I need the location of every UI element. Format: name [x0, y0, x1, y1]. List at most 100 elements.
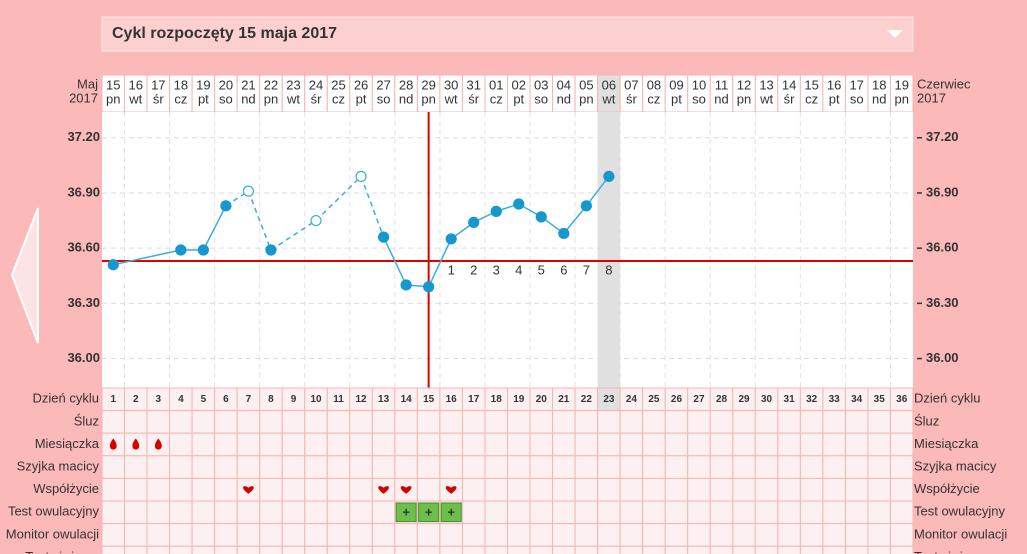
weekday-label: cz	[647, 91, 660, 106]
cycle-day: 15	[423, 394, 435, 405]
cell	[799, 523, 824, 547]
cell	[461, 455, 486, 479]
cycle-day: 23	[603, 394, 615, 405]
cycle-day: 34	[851, 394, 863, 405]
today-column	[597, 112, 621, 388]
row-label-right: Test ciążowy	[914, 549, 988, 554]
cycle-day: 9	[291, 394, 297, 405]
prev-cycle-arrow[interactable]	[10, 207, 39, 344]
weekday-label: wt	[759, 91, 773, 106]
cycle-day: 20	[536, 394, 548, 405]
row-label: Miesiączka	[35, 436, 100, 451]
cell	[507, 500, 531, 525]
cell	[822, 500, 846, 525]
weekday-label: so	[692, 91, 706, 106]
weekday-label: pt	[513, 91, 524, 106]
cell	[259, 432, 283, 457]
temp-segment	[382, 236, 407, 286]
cell	[597, 410, 621, 434]
cell	[732, 545, 756, 554]
cell	[799, 455, 824, 479]
cell	[349, 500, 373, 525]
cycle-day: 35	[874, 394, 886, 405]
cell	[619, 500, 644, 525]
intercourse-heart	[400, 486, 412, 494]
temp-point	[220, 200, 232, 212]
cell	[664, 432, 689, 457]
cell	[867, 477, 891, 502]
temp-point	[175, 244, 187, 256]
date-label: 10	[692, 77, 706, 92]
weekday-label: śr	[626, 91, 638, 106]
weekday-label: nd	[241, 91, 255, 106]
cycle-day: 1	[110, 394, 116, 405]
cell	[889, 477, 914, 502]
date-label: 30	[444, 77, 458, 92]
cell	[124, 523, 148, 547]
cell	[507, 410, 531, 434]
cell	[687, 545, 711, 554]
cycle-day: 21	[558, 394, 570, 405]
cycle-day: 4	[178, 394, 184, 405]
cell	[394, 455, 418, 479]
cell	[146, 410, 171, 434]
weekday-label: pt	[356, 91, 367, 106]
cell	[597, 432, 621, 457]
date-label: 18	[174, 77, 188, 92]
cell	[394, 432, 418, 457]
dropdown-arrow[interactable]	[887, 30, 903, 38]
cycle-day: 29	[738, 394, 750, 405]
cell	[642, 410, 666, 434]
cell	[371, 545, 396, 554]
cell	[867, 455, 891, 479]
luteal-day-label: 2	[470, 262, 477, 277]
date-label: 27	[376, 77, 390, 92]
cell	[304, 455, 328, 479]
cell	[371, 432, 396, 457]
cell	[799, 545, 824, 554]
cycle-day: 36	[896, 394, 908, 405]
cell	[461, 523, 486, 547]
cycle-day: 31	[784, 394, 796, 405]
cell	[484, 410, 509, 434]
cell	[169, 455, 193, 479]
cell	[754, 410, 779, 434]
cycle-day: 26	[671, 394, 683, 405]
date-label: 08	[647, 77, 661, 92]
cell	[236, 500, 261, 525]
cell	[709, 432, 734, 457]
cycle-day: 18	[491, 394, 503, 405]
luteal-day-label: 1	[448, 262, 455, 277]
cell	[326, 455, 351, 479]
cell	[642, 523, 666, 547]
cell	[687, 432, 711, 457]
cell	[507, 545, 531, 554]
weekday-label: wt	[286, 91, 300, 106]
cell	[371, 455, 396, 479]
cell	[349, 477, 373, 502]
cell	[889, 410, 914, 434]
cell	[529, 523, 554, 547]
cell	[664, 477, 689, 502]
cycle-dropdown[interactable]	[101, 16, 914, 52]
row-label-right: Monitor owulacji	[914, 526, 1007, 541]
date-label: 21	[241, 77, 255, 92]
cycle-day: 17	[468, 394, 480, 405]
temp-segment	[427, 238, 452, 288]
cell	[799, 410, 824, 434]
cell	[259, 523, 283, 547]
cycle-day: 16	[446, 394, 458, 405]
cell	[124, 410, 148, 434]
cell	[619, 410, 644, 434]
cell	[281, 410, 306, 434]
cell	[259, 410, 283, 434]
cell	[349, 545, 373, 554]
date-label: 09	[669, 77, 683, 92]
temp-point	[197, 244, 209, 256]
temp-point	[242, 185, 255, 197]
cell	[214, 500, 238, 525]
cell	[754, 545, 779, 554]
y-tick-label: 36.90	[67, 184, 100, 199]
weekday-label: nd	[872, 91, 886, 106]
cell	[529, 432, 554, 457]
